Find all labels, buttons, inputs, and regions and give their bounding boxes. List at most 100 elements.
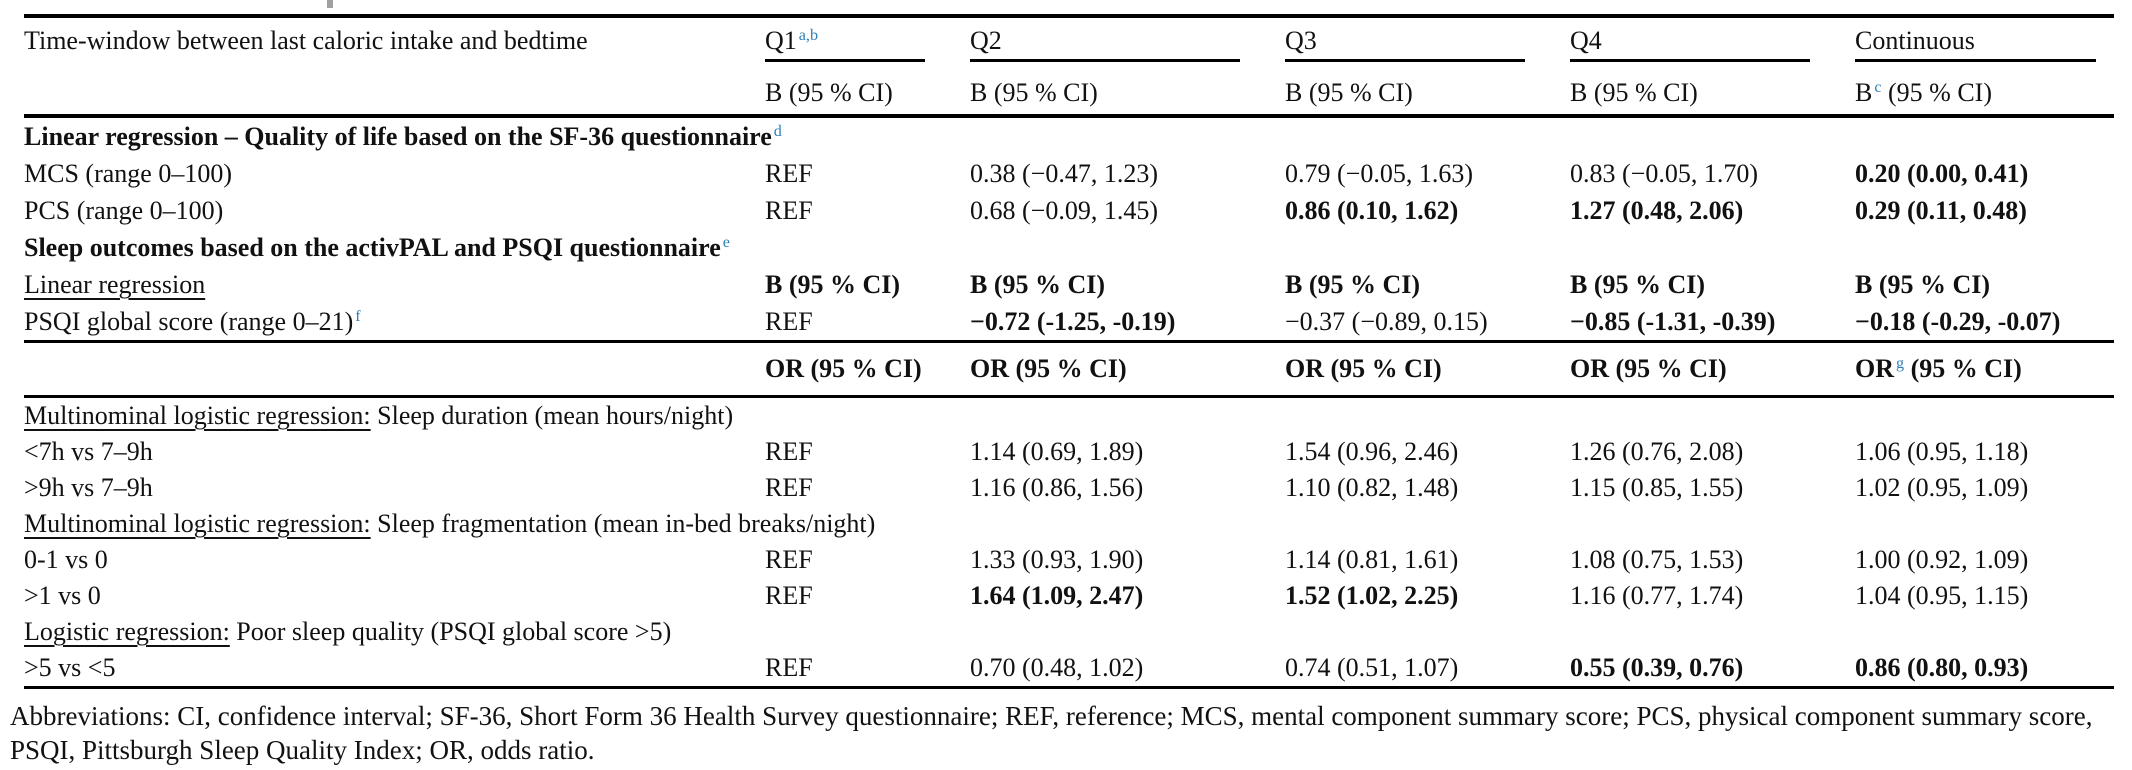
value-cell-5: −0.18 (-0.29, -0.07) bbox=[1855, 303, 2114, 344]
value-cell-4: 0.83 (−0.05, 1.70) bbox=[1570, 155, 1855, 192]
row-label: 0-1 vs 0 bbox=[24, 542, 765, 578]
table-row: PCS (range 0–100) REF 0.68 (−0.09, 1.45) 0.… bbox=[24, 192, 2114, 229]
text-run: 1.10 (0.82, 1.48) bbox=[1285, 473, 1459, 502]
value-cell-4: 0.55 (0.39, 0.76) bbox=[1570, 650, 1855, 686]
text-run: 0.29 (0.11, 0.48) bbox=[1855, 196, 2027, 225]
value-cell-1: REF bbox=[765, 155, 970, 192]
empty-cell bbox=[24, 62, 765, 114]
value-cell-4: −0.85 (-1.31, -0.39) bbox=[1570, 303, 1855, 344]
value-cell-3: 1.54 (0.96, 2.46) bbox=[1285, 434, 1570, 470]
header-bottom-rule bbox=[24, 114, 2114, 118]
text-run: 0.86 (0.10, 1.62) bbox=[1285, 196, 1459, 225]
column-header-4: Q4 bbox=[1570, 18, 1855, 62]
value-cell-4: 1.08 (0.75, 1.53) bbox=[1570, 542, 1855, 578]
text-run: PSQI global score (range 0–21) bbox=[24, 307, 354, 336]
value-cell-5: B (95 % CI) bbox=[1855, 266, 2114, 303]
sub-header-3: B (95 % CI) bbox=[1285, 62, 1570, 114]
value-cell-3: B (95 % CI) bbox=[1285, 266, 1570, 303]
value-cell-1: REF bbox=[765, 578, 970, 614]
text-run: PCS (range 0–100) bbox=[24, 196, 224, 225]
value-cell-2: OR (95 % CI) bbox=[970, 343, 1285, 399]
value-cell-2: 1.16 (0.86, 1.56) bbox=[970, 470, 1285, 506]
text-run: Multinominal logistic regression: bbox=[24, 401, 371, 430]
value-cell-3: 0.74 (0.51, 1.07) bbox=[1285, 650, 1570, 686]
text-run: REF bbox=[765, 437, 813, 466]
value-cell-2: 0.68 (−0.09, 1.45) bbox=[970, 192, 1285, 229]
table-row: MCS (range 0–100) REF 0.38 (−0.47, 1.23) 0.… bbox=[24, 155, 2114, 192]
column-header-3: Q3 bbox=[1285, 18, 1570, 62]
text-run: 1.16 (0.77, 1.74) bbox=[1570, 581, 1744, 610]
text-run: OR (95 % CI) bbox=[1285, 354, 1442, 383]
text-run: REF bbox=[765, 473, 813, 502]
text-run: 0.38 (−0.47, 1.23) bbox=[970, 159, 1158, 188]
text-run: Poor sleep quality (PSQI global score >5… bbox=[229, 617, 672, 646]
text-run: 1.00 (0.92, 1.09) bbox=[1855, 545, 2029, 574]
value-cell-1: REF bbox=[765, 303, 970, 344]
text-run: 1.27 (0.48, 2.06) bbox=[1570, 196, 1744, 225]
text-run: >5 vs <5 bbox=[24, 653, 116, 682]
text-run: 1.04 (0.95, 1.15) bbox=[1855, 581, 2029, 610]
text-run: B (95 % CI) bbox=[765, 270, 901, 299]
sub-header-1: B (95 % CI) bbox=[765, 62, 970, 114]
row-label: >5 vs <5 bbox=[24, 650, 765, 686]
row-label: >1 vs 0 bbox=[24, 578, 765, 614]
value-cell-5: 0.29 (0.11, 0.48) bbox=[1855, 192, 2114, 229]
text-run: Q1 bbox=[765, 26, 797, 55]
value-cell-4: 1.27 (0.48, 2.06) bbox=[1570, 192, 1855, 229]
text-run: 1.06 (0.95, 1.18) bbox=[1855, 437, 2029, 466]
section-row: Sleep outcomes based on the activPAL and… bbox=[24, 229, 2114, 266]
value-cell-2: 1.33 (0.93, 1.90) bbox=[970, 542, 1285, 578]
text-run: 1.14 (0.81, 1.61) bbox=[1285, 545, 1459, 574]
text-run: Q2 bbox=[970, 26, 1002, 55]
table-row: 0-1 vs 0 REF 1.33 (0.93, 1.90) 1.14 (0.81, … bbox=[24, 542, 2114, 578]
text-run: B (95 % CI) bbox=[970, 78, 1098, 107]
text-run: (95 % CI) bbox=[1904, 354, 2022, 383]
text-run: 1.02 (0.95, 1.09) bbox=[1855, 473, 2029, 502]
column-header-2: Q2 bbox=[970, 18, 1285, 62]
text-run: 0.79 (−0.05, 1.63) bbox=[1285, 159, 1473, 188]
value-cell-4: 1.16 (0.77, 1.74) bbox=[1570, 578, 1855, 614]
text-run: Time-window between last caloric intake … bbox=[24, 26, 588, 55]
column-header-1: Q1 a,b bbox=[765, 18, 970, 62]
sub-header-4: B (95 % CI) bbox=[1570, 62, 1855, 114]
sub-header-2: B (95 % CI) bbox=[970, 62, 1285, 114]
text-run: Multinominal logistic regression: bbox=[24, 509, 371, 538]
text-run: −0.85 (-1.31, -0.39) bbox=[1570, 307, 1776, 336]
row-label: MCS (range 0–100) bbox=[24, 155, 765, 192]
text-run: Sleep fragmentation (mean in-bed breaks/… bbox=[370, 509, 876, 538]
row-label-header: Time-window between last caloric intake … bbox=[24, 18, 765, 62]
crop-artifact bbox=[327, 0, 333, 8]
text-run: 1.08 (0.75, 1.53) bbox=[1570, 545, 1744, 574]
value-cell-3: 1.14 (0.81, 1.61) bbox=[1285, 542, 1570, 578]
text-run: B (95 % CI) bbox=[765, 78, 893, 107]
table-top-rule bbox=[24, 14, 2114, 18]
text-run: −0.72 (-1.25, -0.19) bbox=[970, 307, 1176, 336]
text-run: 0.83 (−0.05, 1.70) bbox=[1570, 159, 1758, 188]
text-run: B (95 % CI) bbox=[1570, 270, 1706, 299]
column-header-underline bbox=[1855, 59, 2096, 62]
section-header: Multinominal logistic regression: Sleep … bbox=[24, 506, 2114, 542]
header-row-top: Time-window between last caloric intake … bbox=[24, 18, 2114, 62]
value-cell-5: 1.02 (0.95, 1.09) bbox=[1855, 470, 2114, 506]
text-run: Q3 bbox=[1285, 26, 1317, 55]
footnote-marker: d bbox=[773, 123, 782, 141]
text-run: B (95 % CI) bbox=[970, 270, 1106, 299]
section-header: Multinominal logistic regression: Sleep … bbox=[24, 398, 2114, 434]
footnote-marker: f bbox=[355, 308, 361, 326]
value-cell-1: B (95 % CI) bbox=[765, 266, 970, 303]
text-run: 1.14 (0.69, 1.89) bbox=[970, 437, 1144, 466]
table-row: Linear regression B (95 % CI) B (95 % CI) B… bbox=[24, 266, 2114, 303]
text-run: 1.26 (0.76, 2.08) bbox=[1570, 437, 1744, 466]
text-run: Sleep outcomes based on the activPAL and… bbox=[24, 233, 721, 262]
text-run: REF bbox=[765, 196, 813, 225]
value-cell-5: 0.86 (0.80, 0.93) bbox=[1855, 650, 2114, 686]
value-cell-2: 1.64 (1.09, 2.47) bbox=[970, 578, 1285, 614]
text-run: 1.16 (0.86, 1.56) bbox=[970, 473, 1144, 502]
value-cell-3: −0.37 (−0.89, 0.15) bbox=[1285, 303, 1570, 344]
text-run: >1 vs 0 bbox=[24, 581, 101, 610]
column-header-underline bbox=[1570, 59, 1810, 62]
text-run: 0.70 (0.48, 1.02) bbox=[970, 653, 1144, 682]
row-label: PSQI global score (range 0–21) f bbox=[24, 303, 765, 344]
